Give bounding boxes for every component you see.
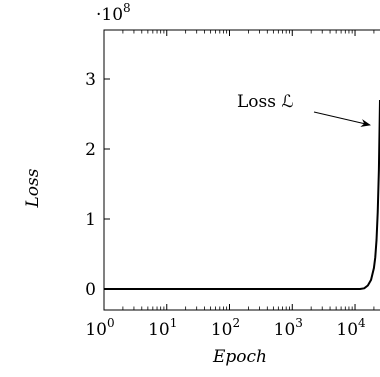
y-tick-label: 3 [85, 70, 96, 90]
x-tick-label-base: 10 [85, 320, 107, 340]
x-tick-label-exponent: 1 [170, 316, 178, 330]
x-tick-label-base: 10 [211, 320, 233, 340]
y-multiplier-label: ·108 [96, 1, 131, 25]
annotation-arrow [313, 111, 371, 127]
y-tick-label: 2 [85, 140, 96, 160]
annotation-label: Loss ℒ [237, 92, 294, 112]
x-tick-label-base: 10 [336, 320, 358, 340]
x-tick-label: 104 [336, 316, 366, 340]
ticks-layer [103, 30, 375, 310]
x-tick-label: 103 [274, 316, 303, 340]
y-tick-label: 0 [85, 280, 96, 300]
plot-area [103, 29, 380, 311]
y-multiplier-exponent: 8 [123, 1, 131, 15]
y-axis-label: Loss [23, 168, 43, 208]
x-axis-label: Epoch [212, 347, 267, 367]
x-tick-label-exponent: 4 [358, 316, 366, 330]
x-tick-label-exponent: 3 [295, 316, 303, 330]
x-tick-label: 100 [85, 316, 114, 340]
loss-series-line [104, 99, 380, 290]
x-tick-label-base: 10 [148, 320, 170, 340]
series-layer [104, 99, 380, 290]
y-tick-label: 1 [85, 210, 96, 230]
x-tick-label-exponent: 2 [233, 316, 241, 330]
x-tick-label-exponent: 0 [107, 316, 115, 330]
x-tick-label-base: 10 [274, 320, 296, 340]
x-tick-label: 101 [148, 316, 177, 340]
y-multiplier-base: ·10 [96, 5, 123, 25]
x-tick-label: 102 [211, 316, 240, 340]
plot-frame [103, 29, 380, 311]
